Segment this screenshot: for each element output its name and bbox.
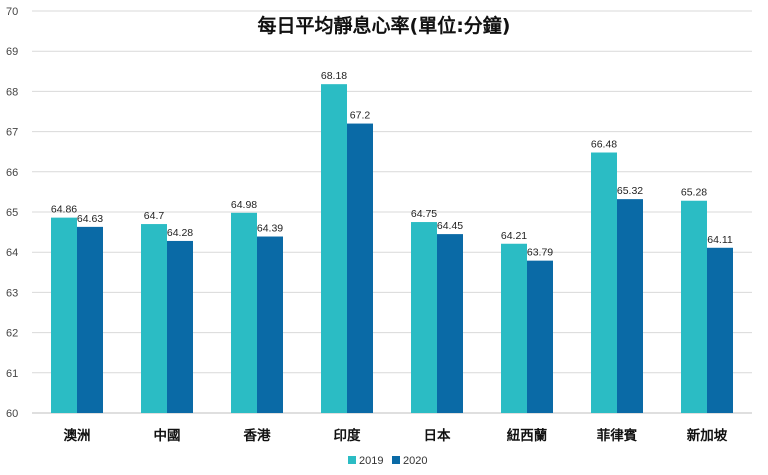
data-label: 64.45 [437,220,463,232]
data-label: 65.32 [617,185,643,197]
data-label: 64.86 [51,204,77,216]
x-tick-label: 中國 [154,427,181,444]
bar-2020 [527,260,553,413]
data-label: 64.39 [257,223,283,235]
bar-2020 [77,226,103,413]
x-tick-label: 日本 [424,427,451,444]
y-tick-label: 64 [6,247,18,259]
y-tick-label: 60 [6,408,18,420]
x-tick-label: 香港 [243,427,271,444]
bars [51,84,733,413]
y-tick-label: 67 [6,127,18,139]
x-tick-label: 紐西蘭 [507,427,548,444]
bar-2019 [231,212,257,413]
data-label: 64.21 [501,230,527,242]
bar-2019 [411,222,437,413]
y-tick-label: 70 [6,6,18,18]
data-label: 68.18 [321,70,347,82]
data-label: 64.98 [231,199,257,211]
legend-swatch [348,456,356,464]
data-label: 64.75 [411,208,437,220]
legend-label: 2019 [359,455,383,467]
legend-swatch [392,456,400,464]
x-axis-ticks: 澳洲 中國 香港 印度 日本 紐西蘭 菲律賓 新加坡 [64,427,728,444]
gridlines [32,10,752,414]
bar-2019 [591,152,617,413]
y-tick-label: 65 [6,207,18,219]
data-label: 67.2 [350,110,371,122]
bar-2020 [347,123,373,413]
legend: 2019 2020 [348,455,427,467]
bar-2019 [321,84,347,413]
y-axis-ticks: 60 61 62 63 64 65 66 67 68 69 70 [6,6,18,420]
bar-2020 [257,236,283,413]
data-label: 64.7 [144,210,165,222]
x-tick-label: 印度 [334,427,361,444]
bar-2020 [617,199,643,413]
y-tick-label: 68 [6,86,18,98]
bar-2020 [437,234,463,413]
x-tick-label: 新加坡 [687,427,728,444]
bar-2020 [707,247,733,413]
data-label: 64.28 [167,227,193,239]
y-tick-label: 69 [6,46,18,58]
y-tick-label: 61 [6,368,18,380]
legend-label: 2020 [403,455,427,467]
data-label: 65.28 [681,187,707,199]
chart-title: 每日平均靜息心率(單位:分鐘) [258,14,511,37]
data-label: 66.48 [591,139,617,151]
y-tick-label: 62 [6,328,18,340]
y-tick-label: 66 [6,167,18,179]
x-tick-label: 菲律賓 [597,427,638,444]
x-tick-label: 澳洲 [64,427,91,444]
bar-2019 [51,217,77,413]
bar-2019 [501,243,527,413]
bar-2019 [681,200,707,413]
data-label: 64.63 [77,213,103,225]
data-label: 64.11 [707,234,733,246]
data-label: 63.79 [527,247,553,259]
y-tick-label: 63 [6,287,18,299]
bar-2019 [141,224,167,413]
bar-2020 [167,240,193,413]
